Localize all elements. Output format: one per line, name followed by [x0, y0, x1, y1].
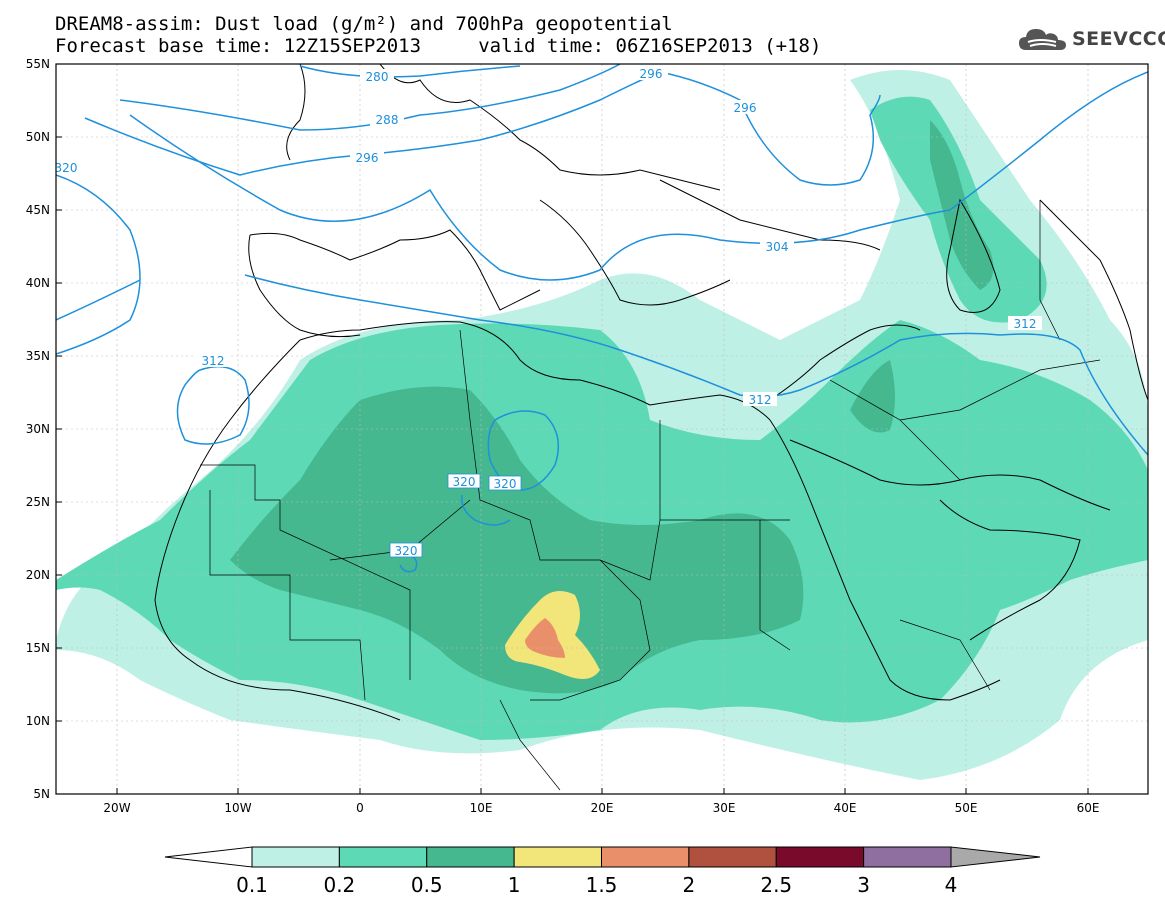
graticule — [56, 64, 1148, 794]
lon-label: 10W — [224, 801, 251, 815]
lon-label: 30E — [713, 801, 736, 815]
lon-label: 50E — [955, 801, 978, 815]
lat-label: 5N — [33, 787, 50, 801]
lon-label: 20E — [591, 801, 614, 815]
longitude-labels: 20W 10W 0 10E 20E 30E 40E 50E 60E — [103, 801, 1099, 815]
colorbar-swatch — [775, 846, 865, 868]
colorbar-tick-label: 4 — [945, 873, 958, 897]
lat-label: 10N — [26, 714, 50, 728]
lat-label: 50N — [26, 130, 50, 144]
lat-label: 25N — [26, 495, 50, 509]
colorbar-swatch — [601, 846, 690, 868]
country-borders — [200, 200, 1101, 791]
dust-layer-0-5 — [230, 120, 994, 694]
seevccc-logo: SEEVCCC — [1018, 26, 1165, 52]
contour-label: 320 — [395, 544, 418, 558]
lon-label: 40E — [834, 801, 857, 815]
lat-label: 20N — [26, 568, 50, 582]
lon-label: 60E — [1077, 801, 1100, 815]
contour-label: 304 — [766, 240, 789, 254]
lat-label: 45N — [26, 203, 50, 217]
lat-label: 30N — [26, 422, 50, 436]
lat-label: 55N — [26, 57, 50, 71]
colorbar-swatch — [251, 846, 340, 868]
contour-label: 312 — [749, 393, 772, 407]
dust-layer-1-5 — [525, 618, 565, 658]
colorbar-tick-label: 2.5 — [760, 873, 792, 897]
map-title-line2: Forecast base time: 12Z15SEP2013 valid t… — [55, 35, 822, 57]
contour-label: 312 — [1014, 317, 1037, 331]
lat-label: 15N — [26, 641, 50, 655]
contour-label: 320 — [494, 477, 517, 491]
logo-text: SEEVCCC — [1072, 28, 1165, 50]
lon-label: 0 — [356, 801, 364, 815]
colorbar-tick-label: 1.5 — [586, 873, 618, 897]
cloud-icon — [1019, 29, 1066, 50]
coastlines — [154, 64, 1148, 721]
map-title-line1: DREAM8-assim: Dust load (g/m²) and 700hP… — [55, 13, 673, 35]
contour-label: 280 — [366, 70, 389, 84]
colorbar-tick-label: 0.2 — [323, 873, 355, 897]
contour-label: 296 — [640, 67, 663, 81]
colorbar-tick-label: 1 — [508, 873, 521, 897]
lon-label: 10E — [470, 801, 493, 815]
contour-label: 296 — [356, 151, 379, 165]
colorbar-over-arrow — [950, 846, 1041, 868]
contour-labels: 280 288 296 296 296 320 304 312 312 312 … — [55, 66, 1042, 558]
colorbar-tick-label: 0.1 — [236, 873, 268, 897]
colorbar-swatch — [863, 846, 952, 868]
map-area: 280 288 296 296 296 320 304 312 312 312 … — [55, 64, 1148, 794]
lon-label: 20W — [103, 801, 130, 815]
contour-label: 320 — [453, 475, 476, 489]
colorbar-swatch — [338, 846, 428, 868]
colorbar: 0.1 0.2 0.5 1 1.5 2 2.5 3 4 — [164, 846, 1041, 897]
contour-label: 296 — [734, 101, 757, 115]
lat-label: 40N — [26, 276, 50, 290]
lat-label: 35N — [26, 349, 50, 363]
colorbar-swatch — [426, 846, 515, 868]
colorbar-tick-label: 3 — [857, 873, 870, 897]
contour-label: 320 — [55, 161, 78, 175]
contour-label: 288 — [376, 113, 399, 127]
colorbar-tick-label: 2 — [683, 873, 696, 897]
contour-label: 312 — [202, 354, 225, 368]
colorbar-swatch — [513, 846, 602, 868]
colorbar-swatch — [688, 846, 777, 868]
tick-marks — [56, 63, 1089, 795]
colorbar-tick-label: 0.5 — [411, 873, 443, 897]
colorbar-under-arrow — [164, 846, 253, 868]
latitude-labels: 55N 50N 45N 40N 35N 30N 25N 20N 15N 10N … — [26, 57, 50, 801]
